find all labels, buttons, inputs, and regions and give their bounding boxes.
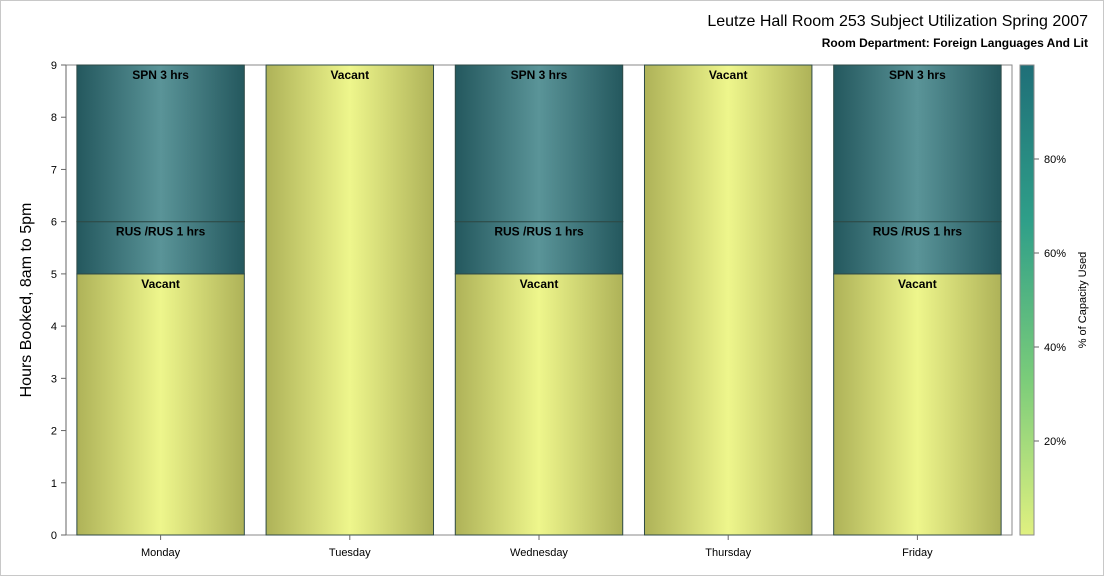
x-tick-label: Wednesday xyxy=(510,547,568,559)
y-tick-label: 4 xyxy=(51,321,57,333)
colorbar-tick-label: 60% xyxy=(1044,248,1066,260)
y-tick-label: 3 xyxy=(51,373,57,385)
bar-segment-rus xyxy=(76,221,245,275)
y-axis: 0 1 2 3 4 5 6 7 8 9 xyxy=(51,60,67,542)
bar-monday: Vacant RUS /RUS 1 hrs SPN 3 hrs xyxy=(76,64,245,536)
bar-segment-vacant xyxy=(76,273,245,536)
y-axis-label: Hours Booked, 8am to 5pm xyxy=(18,203,35,398)
x-tick-label: Monday xyxy=(141,547,181,559)
colorbar-gradient xyxy=(1019,64,1035,536)
bar-segment-spn xyxy=(833,64,1002,223)
chart-title: Leutze Hall Room 253 Subject Utilization… xyxy=(707,13,1088,30)
bar-segment-spn xyxy=(76,64,245,223)
segment-label: Vacant xyxy=(330,68,369,82)
segment-label: RUS /RUS 1 hrs xyxy=(116,225,206,239)
y-tick-label: 0 xyxy=(51,530,57,542)
bar-segment-vacant xyxy=(454,273,624,536)
segment-label: RUS /RUS 1 hrs xyxy=(494,225,584,239)
colorbar-tick-label: 80% xyxy=(1044,154,1066,166)
bar-wednesday: Vacant RUS /RUS 1 hrs SPN 3 hrs xyxy=(454,64,624,536)
bar-friday: Vacant RUS /RUS 1 hrs SPN 3 hrs xyxy=(833,64,1002,536)
colorbar-tick-label: 20% xyxy=(1044,436,1066,448)
segment-label: SPN 3 hrs xyxy=(132,68,189,82)
x-tick-label: Thursday xyxy=(705,547,751,559)
segment-label: SPN 3 hrs xyxy=(889,68,946,82)
segment-label: Vacant xyxy=(141,277,180,291)
segment-label: Vacant xyxy=(898,277,937,291)
x-axis: Monday Tuesday Wednesday Thursday Friday xyxy=(141,535,933,559)
bar-segment-spn xyxy=(454,64,624,223)
y-tick-label: 8 xyxy=(51,112,57,124)
colorbar-label: % of Capacity Used xyxy=(1077,252,1089,349)
segment-label: Vacant xyxy=(520,277,559,291)
bar-tuesday: Vacant xyxy=(265,64,435,536)
chart-subtitle: Room Department: Foreign Languages And L… xyxy=(821,36,1088,50)
bar-segment-vacant xyxy=(643,64,813,536)
y-tick-label: 6 xyxy=(51,217,57,229)
bar-segment-vacant xyxy=(265,64,435,536)
x-tick-label: Friday xyxy=(902,547,933,559)
y-tick-label: 1 xyxy=(51,478,57,490)
y-tick-label: 7 xyxy=(51,164,57,176)
colorbar-legend: 20% 40% 60% 80% xyxy=(1019,64,1066,536)
segment-label: RUS /RUS 1 hrs xyxy=(873,225,963,239)
x-tick-label: Tuesday xyxy=(329,547,371,559)
colorbar-tick-label: 40% xyxy=(1044,342,1066,354)
y-tick-label: 9 xyxy=(51,60,57,72)
segment-label: Vacant xyxy=(709,68,748,82)
y-tick-label: 2 xyxy=(51,426,57,438)
bar-thursday: Vacant xyxy=(643,64,813,536)
bar-segment-vacant xyxy=(833,273,1002,536)
y-tick-label: 5 xyxy=(51,269,57,281)
segment-label: SPN 3 hrs xyxy=(511,68,568,82)
